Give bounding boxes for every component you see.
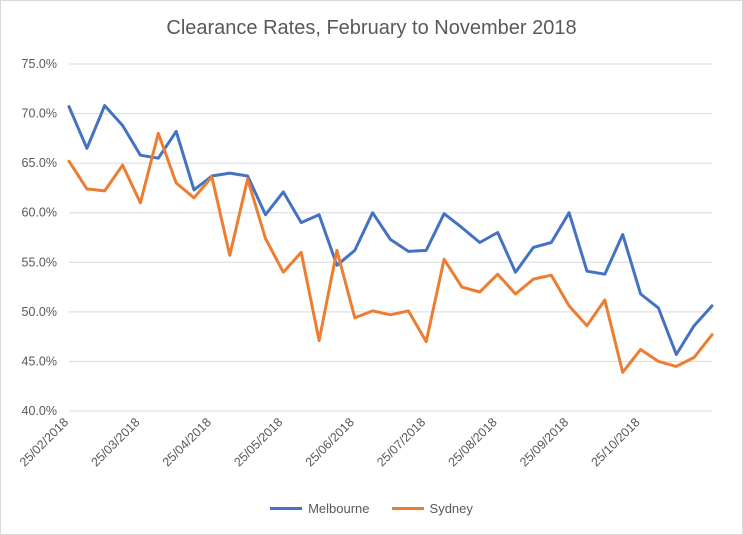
legend: Melbourne Sydney	[1, 501, 742, 516]
y-tick-label: 40.0%	[22, 404, 57, 418]
x-tick-label: 25/10/2018	[589, 415, 643, 469]
y-tick-label: 60.0%	[22, 206, 57, 220]
y-tick-label: 70.0%	[22, 107, 57, 121]
legend-label-sydney: Sydney	[429, 501, 473, 516]
legend-item-melbourne: Melbourne	[270, 501, 370, 516]
x-tick-label: 25/07/2018	[374, 415, 428, 469]
x-tick-label: 25/05/2018	[231, 415, 285, 469]
chart-title: Clearance Rates, February to November 20…	[166, 17, 577, 39]
y-tick-label: 45.0%	[22, 354, 57, 368]
series-line-sydney	[67, 131, 714, 374]
legend-swatch-sydney	[391, 507, 424, 510]
x-tick-label: 25/03/2018	[88, 415, 142, 469]
y-tick-label: 75.0%	[22, 57, 57, 71]
x-tick-label: 25/06/2018	[303, 415, 357, 469]
legend-item-sydney: Sydney	[391, 501, 473, 516]
x-tick-label: 25/09/2018	[517, 415, 571, 469]
legend-label-melbourne: Melbourne	[308, 501, 370, 516]
x-tick-label: 25/08/2018	[446, 415, 500, 469]
x-tick-label: 25/02/2018	[17, 415, 71, 469]
x-tick-label: 25/04/2018	[160, 415, 214, 469]
y-tick-label: 55.0%	[22, 255, 57, 269]
y-tick-label: 65.0%	[22, 156, 57, 170]
series-line-melbourne	[67, 104, 714, 356]
y-tick-label: 50.0%	[22, 305, 57, 319]
legend-swatch-melbourne	[270, 507, 303, 510]
